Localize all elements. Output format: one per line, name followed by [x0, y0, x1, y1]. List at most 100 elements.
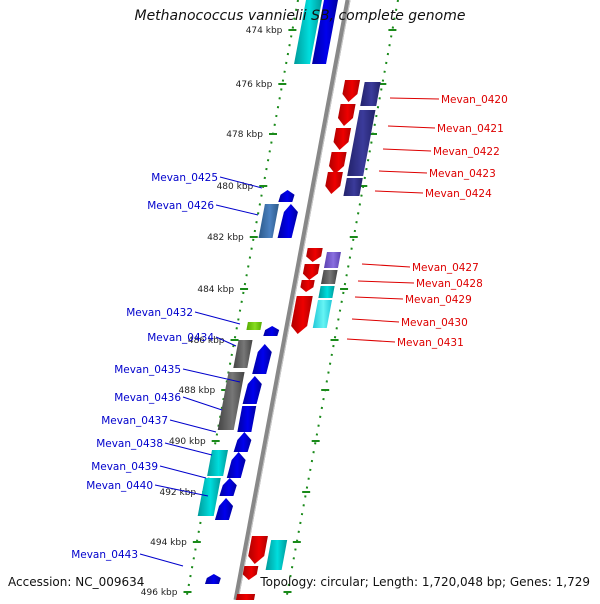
gene-block-cyan: [207, 450, 228, 476]
gene-arrow-reverse: [302, 264, 320, 280]
tick-label: 480 kbp: [217, 182, 254, 192]
gene-block-cyan: [294, 0, 322, 64]
gene-block-lime: [246, 322, 262, 330]
tick-label: 490 kbp: [169, 437, 206, 447]
genome-summary-text: Topology: circular; Length: 1,720,048 bp…: [260, 575, 590, 589]
leader-line-reverse: [374, 190, 424, 194]
backbone-highlight: [237, 0, 351, 601]
gene-arrow-forward: [233, 432, 252, 452]
gene-arrow-forward: [219, 478, 237, 496]
gene-arrow-reverse: [337, 104, 356, 126]
tick-label: 478 kbp: [226, 130, 263, 140]
gene-arrow-reverse: [291, 296, 313, 334]
tick-label: 494 kbp: [150, 538, 187, 548]
gene-label-reverse: Mevan_0431: [397, 337, 464, 349]
gene-block-navy: [343, 178, 363, 196]
gene-arrow-reverse: [329, 152, 347, 174]
gene-label-forward: Mevan_0435: [114, 364, 181, 376]
gene-arrow-forward: [226, 452, 246, 478]
gene-arrow-reverse: [333, 128, 352, 150]
leader-line-forward: [194, 311, 241, 325]
gene-arrow-reverse: [242, 566, 259, 580]
leader-line-reverse: [361, 263, 411, 268]
gene-label-reverse: Mevan_0427: [412, 262, 479, 274]
map-title: Methanococcus vannielii SB, complete gen…: [134, 8, 466, 24]
leader-line-forward: [159, 465, 207, 479]
tick-label: 486 kbp: [188, 336, 225, 346]
gene-block-lavender: [323, 252, 341, 268]
gene-label-reverse: Mevan_0424: [425, 188, 492, 200]
gene-block-gray: [233, 340, 253, 368]
gene-arrow-reverse: [342, 80, 361, 102]
leader-line-forward: [139, 553, 184, 567]
backbone-line: [233, 0, 351, 601]
leader-line-reverse: [354, 296, 404, 300]
gene-arrow-reverse: [325, 172, 343, 194]
leader-line-reverse: [378, 170, 428, 174]
gene-label-forward: Mevan_0440: [86, 480, 153, 492]
leader-line-forward: [215, 204, 259, 216]
gene-block-cyan: [318, 286, 335, 298]
gene-block-cyan: [197, 478, 221, 516]
leader-line-reverse: [382, 148, 432, 152]
gene-arrow-reverse: [300, 280, 315, 292]
gene-block-gray: [320, 270, 338, 284]
gene-label-forward: Mevan_0438: [96, 438, 163, 450]
gene-arrow-forward: [252, 344, 272, 374]
leader-line-reverse: [357, 280, 415, 284]
gene-arrow-forward: [277, 204, 298, 238]
gene-block-navy: [360, 82, 381, 106]
tick-label: 496 kbp: [141, 588, 178, 598]
gene-block-gray: [217, 372, 245, 430]
gene-block-blue: [312, 0, 338, 64]
leader-line-forward: [215, 336, 237, 347]
gene-arrow-forward: [242, 376, 262, 404]
gene-block-blue: [237, 406, 257, 432]
gene-label-reverse: Mevan_0420: [441, 94, 508, 106]
gene-label-forward: Mevan_0437: [101, 415, 168, 427]
leader-line-forward: [154, 484, 209, 497]
gene-label-forward: Mevan_0425: [151, 172, 218, 184]
gene-label-reverse: Mevan_0428: [416, 278, 483, 290]
tick-label: 474 kbp: [246, 26, 283, 36]
gene-arrow-forward: [263, 326, 280, 336]
accession-text: Accession: NC_009634: [8, 575, 145, 589]
gene-block-steel: [258, 204, 279, 238]
leader-line-reverse: [389, 97, 440, 100]
leader-line-forward: [182, 368, 241, 383]
gene-arrow-reverse: [306, 248, 323, 262]
leader-line-reverse: [387, 125, 436, 129]
leader-line-forward: [182, 396, 223, 411]
gene-block-cyan-light: [312, 300, 332, 328]
tick-label: 482 kbp: [207, 233, 244, 243]
gene-arrow-reverse: [248, 536, 268, 564]
tick-label: 488 kbp: [179, 386, 216, 396]
gene-arrow-forward: [278, 190, 295, 202]
gene-block-red: [235, 594, 256, 602]
gene-label-reverse: Mevan_0422: [433, 146, 500, 158]
gene-label-forward: Mevan_0436: [114, 392, 181, 404]
leader-line-reverse: [351, 318, 400, 323]
gene-label-forward: Mevan_0443: [71, 549, 138, 561]
gene-label-forward: Mevan_0426: [147, 200, 214, 212]
gene-label-reverse: Mevan_0423: [429, 168, 496, 180]
gene-label-reverse: Mevan_0421: [437, 123, 504, 135]
gene-block-cyan: [265, 540, 288, 570]
gene-block-navy: [347, 110, 376, 176]
gene-label-reverse: Mevan_0429: [405, 294, 472, 306]
gene-label-reverse: Mevan_0430: [401, 317, 468, 329]
gene-label-forward: Mevan_0439: [91, 461, 158, 473]
gene-label-forward: Mevan_0434: [147, 332, 214, 344]
gene-arrow-forward: [214, 498, 234, 520]
leader-line-forward: [169, 419, 217, 433]
tick-label: 492 kbp: [159, 488, 196, 498]
leader-line-reverse: [346, 338, 396, 343]
leader-line-forward: [164, 442, 213, 456]
tick-label: 484 kbp: [197, 285, 234, 295]
gene-label-forward: Mevan_0432: [126, 307, 193, 319]
leader-line-forward: [219, 176, 263, 189]
tick-label: 476 kbp: [236, 80, 273, 90]
gene-arrow-forward: [204, 574, 221, 584]
